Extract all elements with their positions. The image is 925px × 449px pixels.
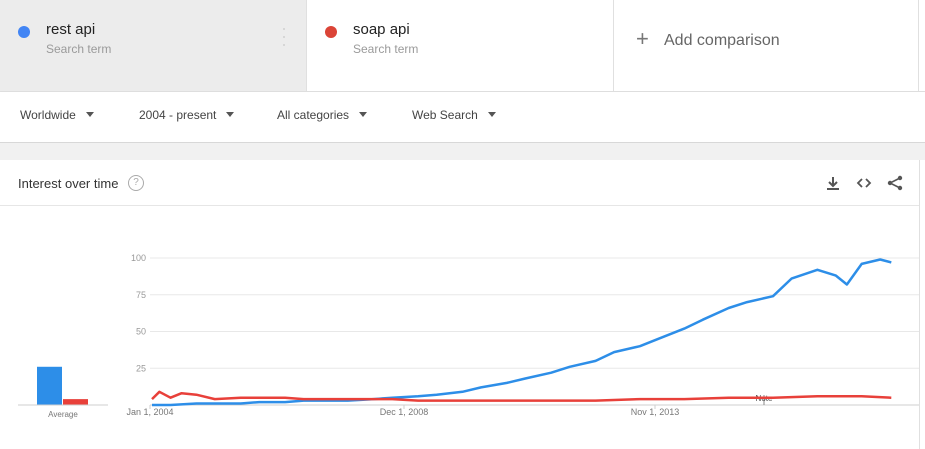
question-circle-icon[interactable]: ? <box>128 175 144 191</box>
search-type-label: Web Search <box>412 108 478 122</box>
y-tick-label: 100 <box>131 253 146 263</box>
term-card-soap-api[interactable]: soap api Search term <box>306 0 613 91</box>
embed-code-icon[interactable] <box>855 174 873 192</box>
add-comparison-label: Add comparison <box>664 32 780 49</box>
filters-bar: Worldwide 2004 - present All categories … <box>0 92 925 143</box>
term-name[interactable]: soap api <box>353 21 410 38</box>
average-label: Average <box>48 410 78 419</box>
term-color-dot <box>325 26 337 38</box>
series-line-soap-api <box>151 390 892 402</box>
y-tick-label: 75 <box>136 290 146 300</box>
category-label: All categories <box>277 108 350 122</box>
download-icon[interactable] <box>824 174 842 192</box>
line-chart-svg: 25 50 75 100 Jan 1, 2004 Dec 1, 2008 Nov 1, 20… <box>18 253 919 419</box>
chevron-down-icon <box>359 112 368 118</box>
average-bar-rest-api <box>37 366 62 405</box>
term-name[interactable]: rest api <box>46 21 96 38</box>
y-tick-label: 25 <box>136 363 146 373</box>
share-icon[interactable] <box>886 174 904 192</box>
more-options-icon[interactable] <box>281 28 287 46</box>
x-tick-label: Jan 1, 2004 <box>126 407 173 417</box>
search-type-dropdown[interactable]: Web Search <box>412 108 496 122</box>
x-tick-label: Dec 1, 2008 <box>380 407 429 417</box>
time-range-dropdown[interactable]: 2004 - present <box>139 108 235 122</box>
add-comparison-button[interactable]: + Add comparison <box>613 0 919 91</box>
interest-chart: 25 50 75 100 Jan 1, 2004 Dec 1, 2008 Nov 1, 20… <box>0 205 919 449</box>
card-title: Interest over time <box>18 176 119 191</box>
y-tick-label: 50 <box>136 327 146 337</box>
region-label: Worldwide <box>20 108 76 122</box>
term-color-dot <box>18 26 30 38</box>
section-divider <box>0 143 925 160</box>
plus-icon: + <box>636 26 649 51</box>
series-line-rest-api <box>152 258 892 407</box>
chevron-down-icon <box>226 112 235 118</box>
x-tick-label: Nov 1, 2013 <box>631 407 680 417</box>
term-card-rest-api[interactable]: rest api Search term <box>0 0 306 91</box>
category-dropdown[interactable]: All categories <box>277 108 368 122</box>
chevron-down-icon <box>85 112 94 118</box>
search-terms-bar: rest api Search term soap api Search ter… <box>0 0 925 92</box>
region-dropdown[interactable]: Worldwide <box>20 108 94 122</box>
term-subtitle: Search term <box>46 42 112 56</box>
interest-over-time-card: Interest over time ? 25 50 75 100 Jan 1, 200… <box>0 160 920 449</box>
time-range-label: 2004 - present <box>139 108 217 122</box>
card-header: Interest over time ? <box>0 160 919 206</box>
average-bar-soap-api <box>63 399 88 405</box>
term-subtitle: Search term <box>353 42 419 56</box>
chevron-down-icon <box>487 112 496 118</box>
